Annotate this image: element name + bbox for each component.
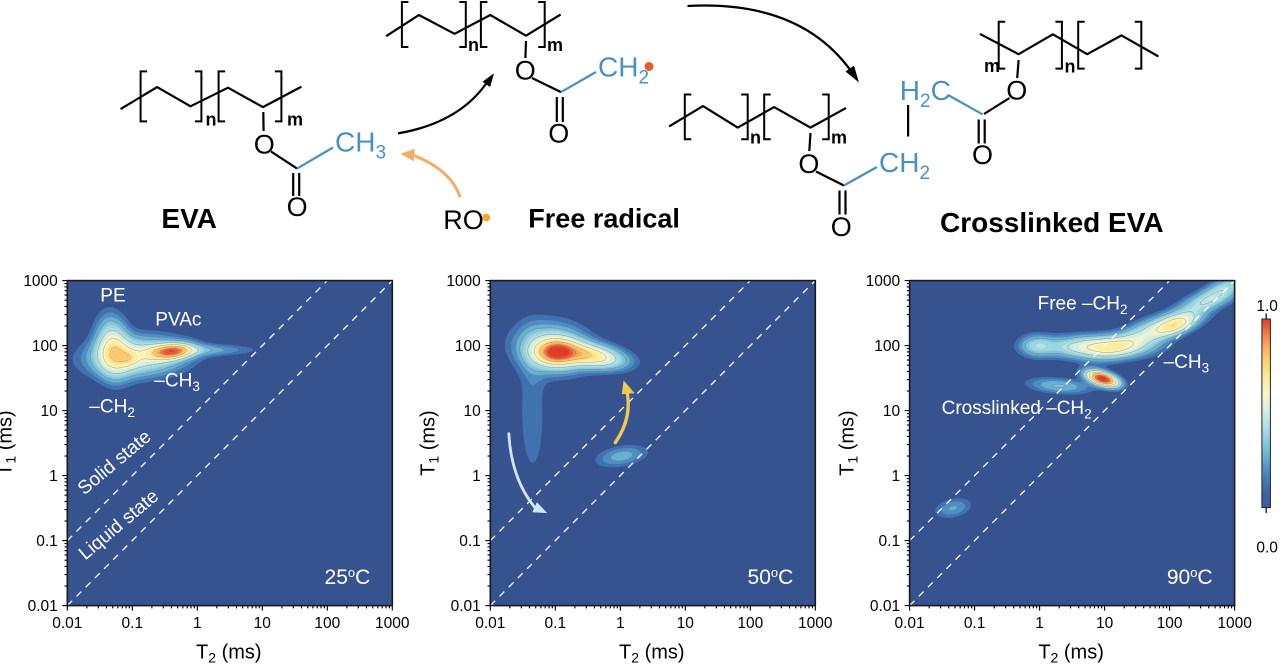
svg-text:m: m <box>547 35 563 55</box>
svg-text:1000: 1000 <box>798 615 833 632</box>
svg-text:CH2: CH2 <box>879 147 930 184</box>
svg-text:10: 10 <box>883 403 901 420</box>
svg-text:100: 100 <box>1157 615 1183 632</box>
svg-text:0.01: 0.01 <box>475 615 505 632</box>
svg-text:10: 10 <box>464 403 482 420</box>
svg-text:1: 1 <box>616 615 625 632</box>
svg-text:PVAc: PVAc <box>155 310 201 331</box>
svg-text:–CH3: –CH3 <box>1164 352 1210 376</box>
svg-text:90oC: 90oC <box>1167 565 1213 589</box>
svg-text:CH3: CH3 <box>335 127 386 164</box>
svg-text:n: n <box>750 128 761 148</box>
svg-text:0.01: 0.01 <box>28 598 58 615</box>
svg-text:O: O <box>798 149 819 179</box>
svg-text:–CH3: –CH3 <box>154 371 200 395</box>
svg-text:O: O <box>515 56 536 86</box>
svg-text:0.1: 0.1 <box>36 533 58 550</box>
svg-text:n: n <box>1065 57 1076 77</box>
svg-text:100: 100 <box>32 338 58 355</box>
svg-text:PE: PE <box>100 286 125 307</box>
svg-text:1000: 1000 <box>23 273 58 290</box>
svg-text:O: O <box>287 192 308 222</box>
svg-text:m: m <box>287 110 303 130</box>
svg-text:1000: 1000 <box>446 273 481 290</box>
svg-text:O: O <box>254 129 275 159</box>
svg-text:100: 100 <box>455 338 481 355</box>
svg-text:RO: RO <box>443 205 484 235</box>
svg-text:m: m <box>984 56 1000 76</box>
svg-text:0.01: 0.01 <box>451 598 481 615</box>
svg-text:Crosslinked –CH2: Crosslinked –CH2 <box>942 398 1092 422</box>
svg-text:1000: 1000 <box>375 615 410 632</box>
svg-text:1: 1 <box>193 615 202 632</box>
svg-text:O: O <box>972 140 993 170</box>
svg-text:EVA: EVA <box>161 203 217 234</box>
svg-text:100: 100 <box>737 615 763 632</box>
svg-text:1: 1 <box>891 468 900 485</box>
svg-text:–CH2: –CH2 <box>89 397 135 421</box>
svg-text:T1 (ms): T1 (ms) <box>0 410 18 476</box>
svg-text:25oC: 25oC <box>325 565 371 589</box>
svg-text:Free –CH2: Free –CH2 <box>1038 294 1128 318</box>
svg-text:1: 1 <box>472 468 481 485</box>
svg-text:n: n <box>468 35 479 55</box>
svg-text:0.1: 0.1 <box>122 615 144 632</box>
svg-text:CH2: CH2 <box>598 52 649 89</box>
svg-text:T2 (ms): T2 (ms) <box>1038 642 1104 665</box>
svg-text:10: 10 <box>677 615 695 632</box>
svg-text:O: O <box>831 212 852 242</box>
svg-text:O: O <box>548 118 569 148</box>
svg-text:T2 (ms): T2 (ms) <box>619 642 685 665</box>
svg-text:1000: 1000 <box>1217 615 1252 632</box>
svg-text:0.1: 0.1 <box>879 533 901 550</box>
svg-text:0.01: 0.01 <box>52 615 82 632</box>
svg-text:Crosslinked EVA: Crosslinked EVA <box>940 207 1164 238</box>
svg-text:10: 10 <box>254 615 272 632</box>
svg-text:0.0: 0.0 <box>1256 540 1278 557</box>
svg-text:1: 1 <box>1035 615 1044 632</box>
svg-text:n: n <box>206 110 217 130</box>
svg-text:m: m <box>831 128 847 148</box>
svg-text:Free radical: Free radical <box>528 203 680 233</box>
svg-text:0.1: 0.1 <box>545 615 567 632</box>
svg-text:O: O <box>1006 75 1027 105</box>
svg-text:T1 (ms): T1 (ms) <box>837 410 861 476</box>
svg-text:T2 (ms): T2 (ms) <box>196 642 262 665</box>
svg-text:1000: 1000 <box>866 273 901 290</box>
svg-text:100: 100 <box>314 615 340 632</box>
svg-text:100: 100 <box>874 338 900 355</box>
svg-text:10: 10 <box>1096 615 1114 632</box>
svg-text:50oC: 50oC <box>748 565 794 589</box>
svg-text:T1 (ms): T1 (ms) <box>417 410 441 476</box>
svg-text:1.0: 1.0 <box>1256 298 1278 315</box>
svg-text:10: 10 <box>41 403 59 420</box>
svg-text:0.01: 0.01 <box>895 615 925 632</box>
svg-text:0.1: 0.1 <box>964 615 986 632</box>
svg-text:0.01: 0.01 <box>870 598 900 615</box>
svg-text:1: 1 <box>49 468 58 485</box>
svg-text:0.1: 0.1 <box>459 533 481 550</box>
